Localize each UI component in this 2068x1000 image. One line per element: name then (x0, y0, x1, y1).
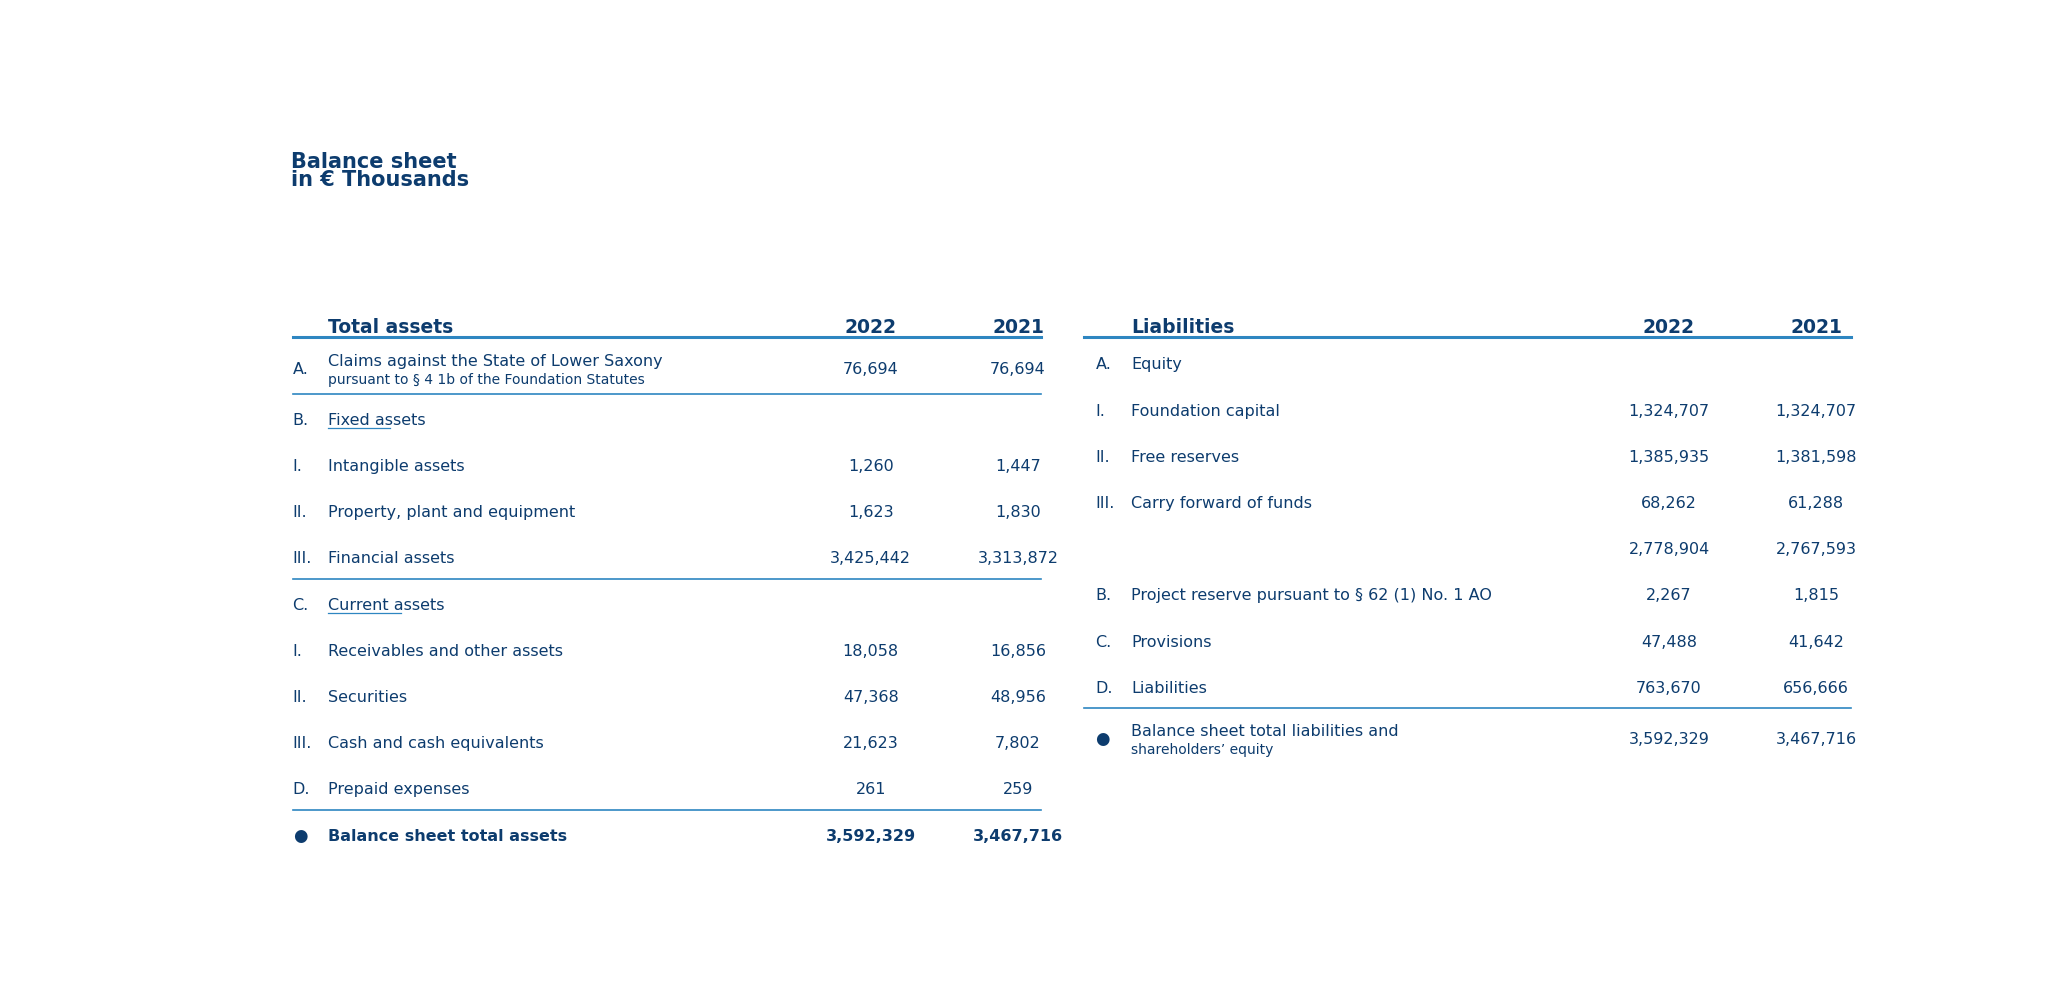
Text: Intangible assets: Intangible assets (329, 459, 465, 474)
Text: B.: B. (292, 413, 308, 428)
Text: 47,368: 47,368 (844, 690, 900, 705)
Text: 16,856: 16,856 (991, 644, 1046, 659)
Text: 1,623: 1,623 (848, 505, 893, 520)
Text: I.: I. (292, 459, 302, 474)
Text: Fixed assets: Fixed assets (329, 413, 426, 428)
Text: 261: 261 (856, 782, 885, 797)
Text: II.: II. (1096, 450, 1111, 465)
Text: pursuant to § 4 1b of the Foundation Statutes: pursuant to § 4 1b of the Foundation Sta… (329, 373, 645, 387)
Text: Securities: Securities (329, 690, 407, 705)
Text: III.: III. (1096, 496, 1115, 511)
Text: 76,694: 76,694 (991, 362, 1046, 377)
Text: ●: ● (292, 827, 308, 845)
Text: Claims against the State of Lower Saxony: Claims against the State of Lower Saxony (329, 354, 664, 369)
Text: 3,313,872: 3,313,872 (978, 551, 1059, 566)
Text: Project reserve pursuant to § 62 (1) No. 1 AO: Project reserve pursuant to § 62 (1) No.… (1131, 588, 1491, 603)
Text: B.: B. (1096, 588, 1113, 603)
Text: Foundation capital: Foundation capital (1131, 404, 1280, 419)
Text: 3,592,329: 3,592,329 (1630, 732, 1710, 747)
Text: 2021: 2021 (993, 318, 1044, 337)
Text: Equity: Equity (1131, 357, 1183, 372)
Text: 2,767,593: 2,767,593 (1776, 542, 1857, 557)
Text: 1,381,598: 1,381,598 (1776, 450, 1857, 465)
Text: 18,058: 18,058 (842, 644, 900, 659)
Text: A.: A. (292, 362, 308, 377)
Text: D.: D. (1096, 681, 1113, 696)
Text: 2022: 2022 (1642, 318, 1696, 337)
Text: 3,467,716: 3,467,716 (1776, 732, 1857, 747)
Text: Free reserves: Free reserves (1131, 450, 1239, 465)
Text: 3,425,442: 3,425,442 (829, 551, 912, 566)
Text: 2021: 2021 (1791, 318, 1843, 337)
Text: Carry forward of funds: Carry forward of funds (1131, 496, 1313, 511)
Text: Total assets: Total assets (329, 318, 453, 337)
Text: Current assets: Current assets (329, 598, 445, 613)
Text: Cash and cash equivalents: Cash and cash equivalents (329, 736, 544, 751)
Text: 68,262: 68,262 (1642, 496, 1698, 511)
Text: Balance sheet total liabilities and: Balance sheet total liabilities and (1131, 724, 1398, 739)
Text: in € Thousands: in € Thousands (292, 170, 469, 190)
Text: II.: II. (292, 505, 308, 520)
Text: Liabilities: Liabilities (1131, 318, 1235, 337)
Text: 7,802: 7,802 (995, 736, 1040, 751)
Text: Financial assets: Financial assets (329, 551, 455, 566)
Text: 763,670: 763,670 (1636, 681, 1702, 696)
Text: 1,260: 1,260 (848, 459, 893, 474)
Text: 2,778,904: 2,778,904 (1628, 542, 1710, 557)
Text: 3,592,329: 3,592,329 (825, 829, 916, 844)
Text: 1,324,707: 1,324,707 (1628, 404, 1710, 419)
Text: 21,623: 21,623 (844, 736, 900, 751)
Text: 1,385,935: 1,385,935 (1628, 450, 1710, 465)
Text: Balance sheet: Balance sheet (292, 152, 457, 172)
Text: 2022: 2022 (844, 318, 898, 337)
Text: D.: D. (292, 782, 310, 797)
Text: ●: ● (1096, 730, 1111, 748)
Text: I.: I. (292, 644, 302, 659)
Text: shareholders’ equity: shareholders’ equity (1131, 743, 1274, 757)
Text: II.: II. (292, 690, 308, 705)
Text: Balance sheet total assets: Balance sheet total assets (329, 829, 567, 844)
Text: III.: III. (292, 736, 312, 751)
Text: 76,694: 76,694 (844, 362, 900, 377)
Text: Prepaid expenses: Prepaid expenses (329, 782, 469, 797)
Text: 3,467,716: 3,467,716 (972, 829, 1063, 844)
Text: 1,324,707: 1,324,707 (1776, 404, 1857, 419)
Text: 656,666: 656,666 (1783, 681, 1849, 696)
Text: 61,288: 61,288 (1789, 496, 1845, 511)
Text: 1,830: 1,830 (995, 505, 1040, 520)
Text: C.: C. (1096, 635, 1113, 650)
Text: 48,956: 48,956 (991, 690, 1046, 705)
Text: I.: I. (1096, 404, 1106, 419)
Text: 1,815: 1,815 (1793, 588, 1838, 603)
Text: 1,447: 1,447 (995, 459, 1040, 474)
Text: 2,267: 2,267 (1646, 588, 1692, 603)
Text: 41,642: 41,642 (1789, 635, 1845, 650)
Text: 47,488: 47,488 (1642, 635, 1698, 650)
Text: III.: III. (292, 551, 312, 566)
Text: A.: A. (1096, 357, 1111, 372)
Text: Provisions: Provisions (1131, 635, 1212, 650)
Text: 259: 259 (1003, 782, 1034, 797)
Text: Liabilities: Liabilities (1131, 681, 1208, 696)
Text: Receivables and other assets: Receivables and other assets (329, 644, 562, 659)
Text: Property, plant and equipment: Property, plant and equipment (329, 505, 575, 520)
Text: C.: C. (292, 598, 308, 613)
